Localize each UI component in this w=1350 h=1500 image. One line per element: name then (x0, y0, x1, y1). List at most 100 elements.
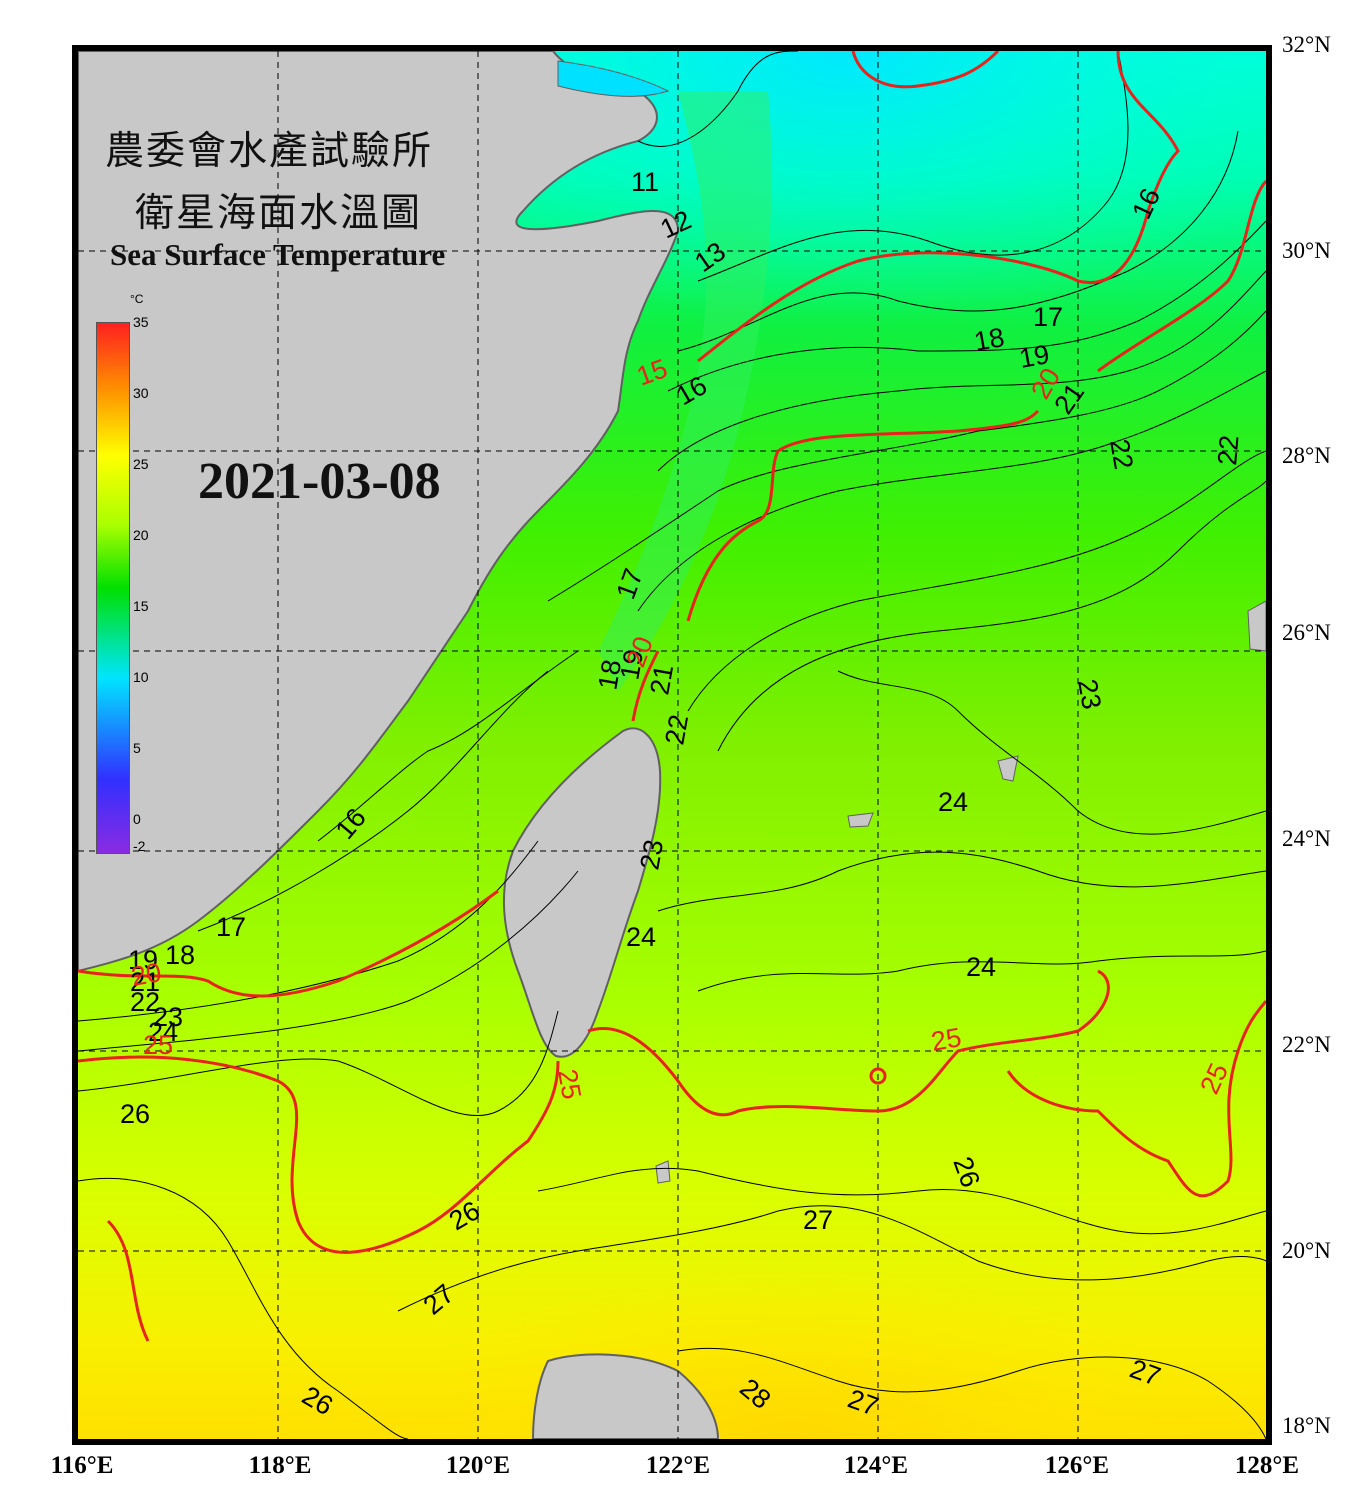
isotherms-major (78, 51, 1266, 1342)
isotherm-25-east (587, 969, 1110, 1117)
isotherm-line (657, 851, 1266, 912)
coastal-cold-band (598, 91, 772, 691)
sst-map: 11 12 13 16 17 18 19 21 22 22 16 17 18 1… (72, 45, 1272, 1445)
lat-label: 26°N (1282, 620, 1331, 645)
changjiang-estuary (557, 60, 670, 97)
isotherm-label: 24 (148, 1017, 178, 1047)
isotherm-line (197, 670, 549, 932)
isotherm-line (837, 670, 1266, 835)
lon-label: 120°E (445, 1452, 511, 1479)
isotherm-25-sw (106, 1219, 150, 1342)
lon-label: 122°E (645, 1452, 711, 1479)
isotherm-line (637, 51, 799, 147)
isotherm-label: 21 (644, 662, 679, 697)
isotherm-label: 19 (614, 647, 649, 682)
colorbar-tick: 10 (133, 669, 149, 685)
title-line-2: 衛星海面水溫圖 (135, 191, 423, 236)
colorbar-unit: °C (130, 292, 144, 306)
isotherm-label: 18 (972, 322, 1007, 357)
isotherm-label-red: 20 (129, 957, 164, 992)
title-line-1: 農委會水產試驗所 (105, 129, 434, 174)
isotherm-label: 27 (803, 1205, 833, 1235)
isotherm-label: 21 (130, 967, 160, 997)
isotherm-line (687, 450, 1266, 712)
lon-label: 118°E (248, 1452, 312, 1479)
isotherm-label-red: 25 (929, 1022, 964, 1057)
isotherm-label: 19 (128, 945, 158, 975)
colorbar-tick: 20 (133, 527, 149, 543)
isotherm-label: 17 (216, 912, 246, 942)
isotherm-line (547, 310, 1266, 602)
isotherm-line (317, 650, 579, 842)
isotherm-20-taiwan (631, 650, 660, 722)
lon-label: 126°E (1044, 1452, 1110, 1479)
lat-label: 30°N (1282, 238, 1331, 263)
isotherm-label: 22 (130, 987, 160, 1017)
isotherms-minor (78, 51, 1266, 1439)
isotherm-line (78, 1010, 559, 1117)
isotherm-20-west (78, 889, 499, 998)
title-english: Sea Surface Temperature (110, 237, 446, 272)
amami-island (1247, 600, 1266, 652)
miyako-island (847, 812, 874, 828)
colorbar-tick: 5 (133, 740, 141, 756)
isotherm-label: 19 (1017, 339, 1052, 374)
okinawa-island (997, 755, 1019, 782)
lon-label: 128°E (1234, 1452, 1300, 1479)
isotherm-label: 22 (1104, 437, 1139, 472)
isotherm-label: 23 (1072, 677, 1107, 712)
isotherm-line (677, 130, 1239, 352)
isotherm-line (637, 370, 1266, 612)
lat-label: 32°N (1282, 32, 1331, 57)
isotherm-label-red: 25 (552, 1067, 587, 1102)
isotherm-label: 26 (120, 1099, 150, 1129)
isotherm-label: 23 (634, 837, 669, 872)
isotherm-line (717, 480, 1266, 752)
isotherm-label: 17 (1033, 302, 1063, 332)
isotherm-line (78, 1178, 409, 1439)
isotherm-label: 23 (153, 1002, 183, 1032)
luzon-island (531, 1353, 720, 1439)
isotherm-label: 24 (626, 922, 656, 952)
isotherm-line (667, 220, 1266, 392)
colorbar-tick: 35 (133, 314, 149, 330)
isotherm-label: 24 (938, 787, 968, 817)
isotherm-25-southeast (1006, 1000, 1266, 1198)
isotherm-25-loop (869, 1067, 887, 1085)
isotherm-15-line (697, 51, 1180, 363)
colorbar (96, 322, 130, 854)
colorbar-tick: -2 (133, 838, 146, 854)
lat-label: 22°N (1282, 1032, 1331, 1057)
china-mainland (78, 51, 680, 973)
isotherm-label: 11 (631, 167, 659, 197)
isotherm-line (657, 270, 1266, 472)
date-label: 2021-03-08 (198, 453, 441, 510)
lat-label: 28°N (1282, 443, 1331, 468)
isotherm-label: 22 (659, 712, 694, 747)
colorbar-tick: 0 (133, 811, 141, 827)
colorbar-tick: 30 (133, 385, 149, 401)
colorbar-tick: 25 (133, 456, 149, 472)
isotherm-label: 22 (1212, 434, 1245, 467)
isotherm-line (397, 1205, 1266, 1312)
isotherm-line (677, 1347, 1266, 1439)
batanes-island (655, 1160, 671, 1184)
lon-label: 116°E (50, 1452, 114, 1479)
lat-label: 18°N (1282, 1413, 1331, 1438)
sst-map-canvas: 11 12 13 16 17 18 19 21 22 22 16 17 18 1… (78, 51, 1266, 1439)
isotherm-line (697, 51, 1129, 282)
isotherm-line (697, 950, 1266, 992)
lon-label: 124°E (843, 1452, 909, 1479)
colorbar-tick: 15 (133, 598, 149, 614)
isotherm-20-east (1097, 179, 1266, 373)
isotherm-label: 18 (592, 657, 627, 692)
isotherm-25-line (78, 1055, 560, 1254)
isotherm-15-north (851, 51, 1000, 89)
isotherm-label-red: 25 (143, 1030, 173, 1060)
isotherm-label: 18 (165, 940, 195, 970)
isotherm-20-line (686, 409, 1040, 622)
isotherm-line (78, 870, 579, 1052)
lat-label: 24°N (1282, 826, 1331, 851)
lat-label: 20°N (1282, 1238, 1331, 1263)
isotherm-line (78, 840, 539, 1022)
